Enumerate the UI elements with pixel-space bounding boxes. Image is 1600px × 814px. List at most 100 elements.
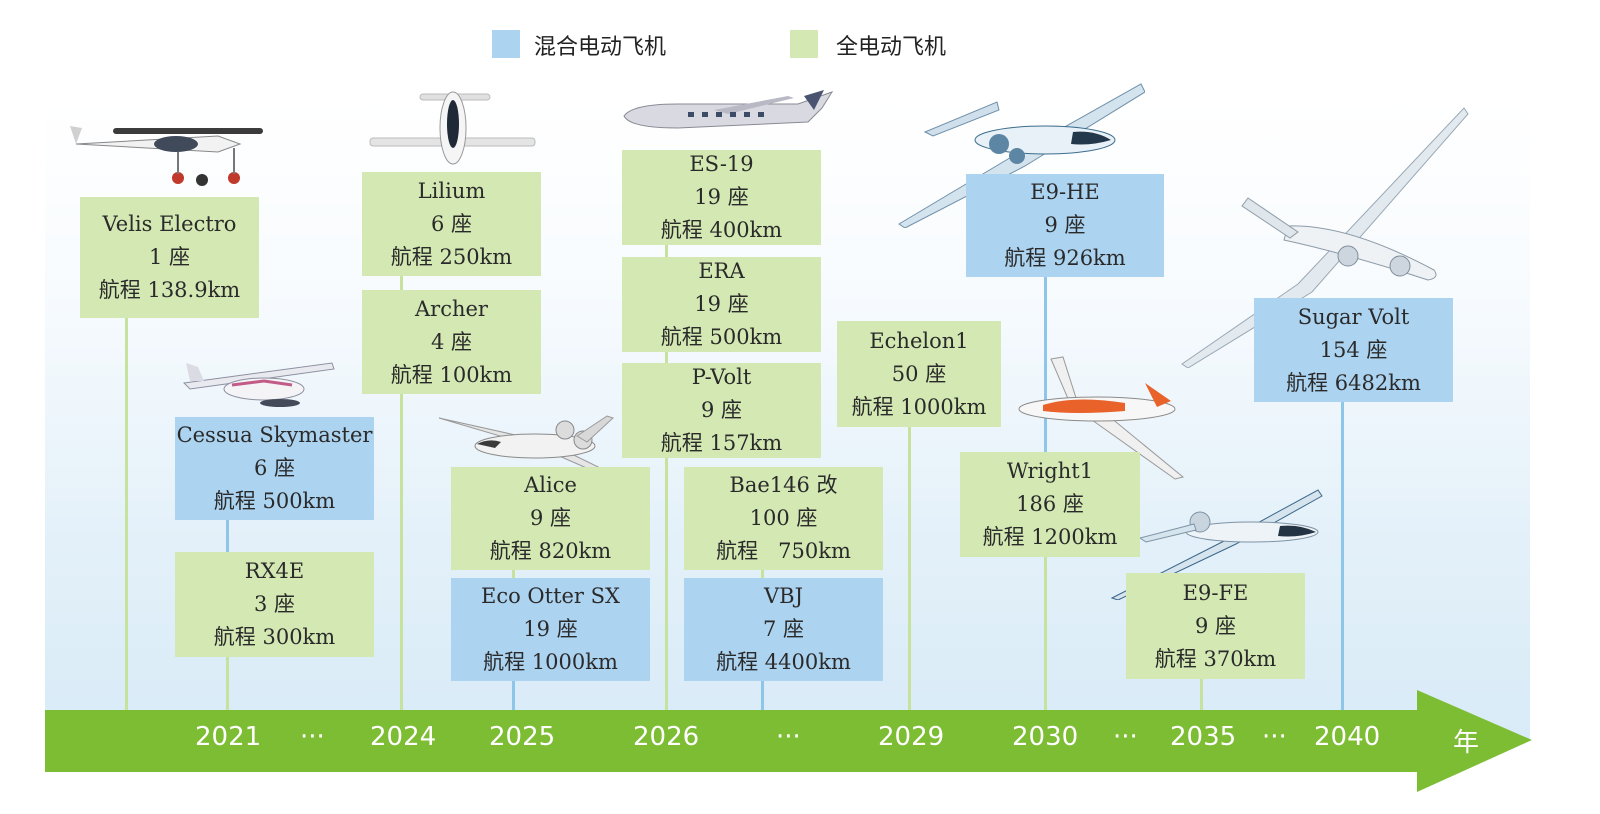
aircraft-card-p-volt: P-Volt 9 座 航程 157km [622, 363, 821, 458]
aircraft-name: Archer [415, 296, 488, 321]
aircraft-seats: 100 座 [749, 506, 818, 530]
connector-line [1341, 402, 1344, 713]
aircraft-range: 航程 926km [1004, 246, 1126, 270]
aircraft-card-e9-fe: E9-FE 9 座 航程 370km [1126, 573, 1305, 679]
timeline-label: 2035 [1170, 722, 1237, 752]
timeline-label: ··· [776, 722, 801, 752]
aircraft-range: 航程 100km [390, 362, 513, 387]
aircraft-seats: 9 座 [700, 398, 743, 422]
aircraft-range: 航程 1200km [982, 525, 1118, 549]
timeline-label: 2025 [489, 722, 556, 752]
aircraft-card-es19: ES-19 19 座 航程 400km [622, 150, 821, 245]
lilium-jet-icon [369, 91, 536, 165]
legend-label-hybrid: 混合电动飞机 [534, 35, 667, 60]
aircraft-name: Cessua Skymaster [176, 423, 373, 447]
aircraft-name: Lilium [417, 178, 486, 203]
e9-fe-plane-icon [1110, 489, 1323, 600]
aircraft-seats: 6 座 [430, 211, 473, 236]
connector-line [512, 681, 515, 713]
timeline-label: 2030 [1012, 722, 1079, 752]
aircraft-range: 航程 370km [1154, 646, 1277, 671]
aircraft-card-alice: Alice 9 座 航程 820km [451, 467, 650, 570]
aircraft-name: RX4E [244, 559, 305, 583]
aircraft-seats: 50 座 [891, 361, 947, 386]
aircraft-range: 航程 4400km [716, 650, 851, 674]
aircraft-name: P-Volt [691, 365, 752, 389]
connector-line [400, 276, 403, 713]
aircraft-seats: 19 座 [523, 617, 578, 641]
aircraft-seats: 19 座 [694, 185, 749, 209]
aircraft-seats: 3 座 [253, 592, 296, 616]
aircraft-card-bae146: Bae146 改 100 座 航程 750km [684, 467, 883, 570]
timeline-label: ··· [1262, 722, 1287, 752]
connector-line [226, 520, 229, 552]
aircraft-card-echelon1: Echelon1 50 座 航程 1000km [837, 321, 1001, 427]
aircraft-name: ERA [698, 259, 745, 283]
timeline-label: 2026 [633, 722, 700, 752]
alice-plane-icon [438, 415, 631, 484]
aircraft-seats: 154 座 [1319, 337, 1388, 362]
aircraft-seats: 7 座 [762, 617, 805, 641]
aircraft-seats: 9 座 [529, 506, 572, 530]
timeline-label: 2021 [195, 722, 262, 752]
aircraft-name: Velis Electro [102, 212, 237, 236]
aircraft-seats: 4 座 [430, 329, 473, 354]
aircraft-card-rx4e: RX4E 3 座 航程 300km [175, 552, 374, 657]
aircraft-card-sugar-volt: Sugar Volt 154 座 航程 6482km [1254, 298, 1453, 402]
aircraft-seats: 6 座 [253, 456, 296, 480]
aircraft-seats: 9 座 [1044, 213, 1086, 237]
connector-line [908, 427, 911, 713]
timeline-label: 2029 [878, 722, 945, 752]
aircraft-range: 航程 1000km [851, 394, 987, 419]
aircraft-seats: 1 座 [148, 245, 191, 269]
connector-line [1200, 679, 1203, 713]
aircraft-name: Bae146 改 [729, 473, 838, 497]
aircraft-range: 航程 820km [489, 539, 612, 563]
aircraft-range: 航程 250km [390, 244, 513, 269]
legend-swatch-hybrid [492, 30, 520, 58]
aircraft-card-lilium: Lilium 6 座 航程 250km [362, 172, 541, 276]
aircraft-range: 航程 500km [660, 325, 783, 349]
aircraft-card-velis-electro: Velis Electro 1 座 航程 138.9km [80, 197, 259, 318]
aircraft-card-e9-he: E9-HE 9 座 航程 926km [966, 174, 1164, 277]
aircraft-name: Alice [524, 473, 577, 497]
aircraft-name: Echelon1 [869, 328, 969, 353]
timeline-label: ··· [1113, 722, 1138, 752]
aircraft-name: E9-HE [1030, 180, 1100, 204]
aircraft-name: ES-19 [689, 152, 754, 176]
aircraft-card-archer: Archer 4 座 航程 100km [362, 290, 541, 394]
aircraft-name: E9-FE [1182, 580, 1249, 605]
aircraft-card-wright1: Wright1 186 座 航程 1200km [960, 452, 1140, 557]
sugar-volt-plane-icon [1181, 107, 1469, 368]
aircraft-card-cessua-skymaster: Cessua Skymaster 6 座 航程 500km [175, 417, 374, 520]
cessna-skymaster-plane-icon [182, 362, 335, 407]
aircraft-name: Eco Otter SX [481, 584, 620, 608]
aircraft-seats: 19 座 [694, 292, 749, 316]
aircraft-range: 航程 500km [213, 489, 336, 513]
aircraft-range: 航程 138.9km [98, 278, 241, 302]
aircraft-range: 航程 157km [660, 431, 783, 455]
wright1-plane-icon [1018, 356, 1185, 480]
aircraft-name: VBJ [763, 584, 804, 608]
aircraft-card-eco-otter-sx: Eco Otter SX 19 座 航程 1000km [451, 578, 650, 681]
e9-he-plane-icon [898, 83, 1145, 228]
timeline-label: 2024 [370, 722, 437, 752]
connector-line [226, 657, 229, 713]
connector-line [1044, 557, 1047, 713]
aircraft-name: Wright1 [1006, 459, 1094, 483]
connector-line [1044, 277, 1047, 452]
aircraft-card-vbj: VBJ 7 座 航程 4400km [684, 578, 883, 681]
connector-line [761, 681, 764, 713]
aircraft-range: 航程 400km [660, 218, 783, 242]
aircraft-card-era: ERA 19 座 航程 500km [622, 257, 821, 352]
timeline-label: 2040 [1314, 722, 1381, 752]
aircraft-range: 航程 1000km [483, 650, 618, 674]
connector-line [125, 318, 128, 713]
timeline-arrow [45, 690, 1532, 792]
aircraft-range: 航程 6482km [1286, 370, 1421, 395]
timeline-label: ··· [300, 722, 325, 752]
legend-swatch-electric [790, 30, 818, 58]
aircraft-name: Sugar Volt [1297, 304, 1410, 329]
timeline-label-unit: 年 [1453, 728, 1480, 758]
es19-plane-icon [623, 90, 834, 129]
